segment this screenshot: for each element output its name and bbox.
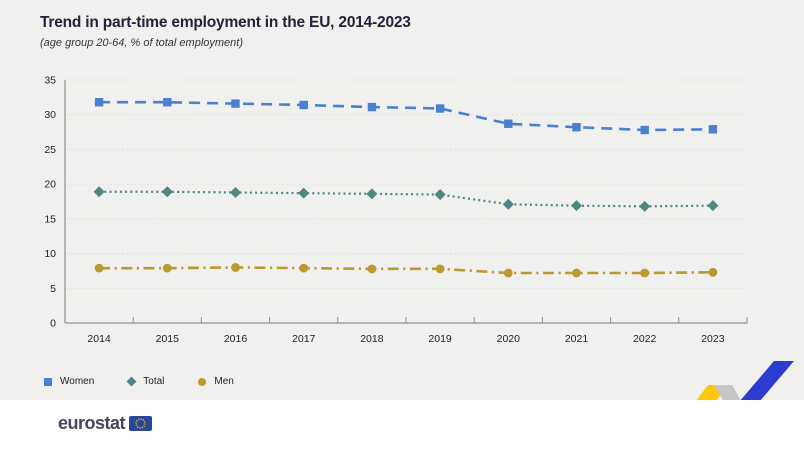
- legend-label-men: Men: [214, 376, 234, 387]
- data-point-women[interactable]: [367, 102, 377, 112]
- data-point-women[interactable]: [572, 123, 581, 132]
- data-point-women[interactable]: [708, 125, 718, 134]
- legend-label-women: Women: [60, 376, 95, 387]
- data-point-total[interactable]: [434, 189, 446, 201]
- data-point-total[interactable]: [366, 188, 378, 200]
- data-point-total[interactable]: [298, 187, 310, 199]
- data-point-total[interactable]: [161, 186, 173, 198]
- x-axis-tick-label: 2018: [360, 333, 384, 345]
- data-point-women[interactable]: [163, 98, 172, 107]
- y-axis-tick-label: 20: [44, 179, 56, 191]
- eu-flag-icon: [129, 416, 153, 431]
- y-axis-tick-label: 35: [44, 75, 56, 87]
- data-point-women[interactable]: [435, 104, 445, 113]
- series-line-women: [99, 100, 713, 132]
- series-line-total: [99, 190, 713, 208]
- data-point-men[interactable]: [503, 268, 513, 278]
- y-axis-tick-label: 5: [50, 283, 56, 295]
- data-point-men[interactable]: [640, 268, 650, 278]
- x-axis-tick-label: 2020: [497, 333, 521, 345]
- x-axis-tick-label: 2019: [428, 333, 452, 345]
- legend-item-total[interactable]: Total: [126, 376, 165, 387]
- x-axis-tick-label: 2014: [87, 333, 111, 345]
- y-axis-tick-label: 25: [44, 144, 56, 156]
- data-point-men[interactable]: [435, 264, 445, 274]
- y-axis-tick-label: 15: [44, 213, 56, 225]
- data-point-women[interactable]: [94, 98, 104, 107]
- eurostat-logo: eurostat: [58, 413, 153, 434]
- legend-item-men[interactable]: Men: [198, 376, 234, 387]
- legend-square-swatch: [44, 377, 52, 386]
- y-axis-tick-label: 10: [44, 248, 56, 260]
- x-axis-tick-label: 2021: [565, 333, 589, 345]
- series-line-men: [99, 266, 713, 275]
- x-axis-tick-label: 2023: [701, 333, 725, 345]
- legend-label-total: Total: [143, 376, 165, 387]
- chart-legend: Women Total Men: [44, 376, 234, 387]
- legend-circle-swatch: [198, 377, 207, 386]
- data-point-women[interactable]: [504, 119, 513, 128]
- eurostat-logo-text: eurostat: [58, 413, 126, 433]
- data-point-total[interactable]: [93, 186, 105, 198]
- page-title: Trend in part-time employment in the EU,…: [40, 14, 411, 31]
- data-point-men[interactable]: [299, 263, 309, 273]
- data-point-men[interactable]: [572, 268, 581, 278]
- legend-diamond-swatch: [126, 376, 137, 387]
- y-axis-tick-label: 0: [50, 318, 56, 330]
- data-point-total[interactable]: [502, 198, 514, 210]
- data-point-men[interactable]: [94, 263, 104, 273]
- data-point-men[interactable]: [708, 267, 718, 277]
- data-point-total[interactable]: [570, 200, 583, 212]
- data-point-women[interactable]: [640, 125, 649, 135]
- footer-bar: eurostat: [0, 400, 804, 449]
- x-axis-tick-label: 2017: [292, 333, 316, 345]
- x-axis-tick-label: 2022: [633, 333, 657, 345]
- y-axis-tick-label: 30: [44, 109, 56, 121]
- data-point-men[interactable]: [231, 263, 240, 272]
- data-point-men[interactable]: [367, 264, 377, 274]
- line-chart: 0 5 10 15 20 25 30 35 2014 2015 2016 2017 2018 2019 20…: [44, 75, 748, 345]
- legend-item-women[interactable]: Women: [44, 376, 94, 387]
- x-axis-tick-label: 2016: [224, 333, 248, 345]
- data-point-total[interactable]: [229, 186, 242, 198]
- data-point-men[interactable]: [162, 263, 172, 273]
- data-point-women[interactable]: [231, 99, 240, 108]
- x-axis-tick-label: 2015: [156, 333, 180, 345]
- page-subtitle: (age group 20-64, % of total employment): [40, 37, 244, 49]
- data-point-total[interactable]: [639, 200, 651, 212]
- data-point-women[interactable]: [299, 100, 308, 110]
- data-point-total[interactable]: [707, 200, 719, 212]
